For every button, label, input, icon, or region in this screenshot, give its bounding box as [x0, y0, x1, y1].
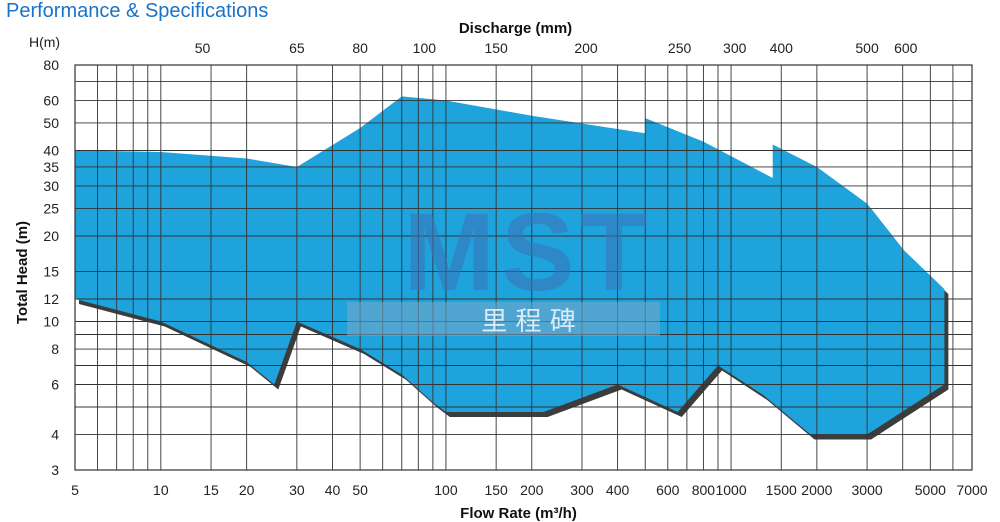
- y-tick-label: 20: [43, 228, 59, 244]
- x-tick-label: 100: [434, 482, 458, 498]
- watermark-text: MST: [403, 191, 653, 314]
- x-tick-label: 40: [325, 482, 341, 498]
- discharge-tick-label: 50: [195, 40, 211, 56]
- x-tick-label: 50: [352, 482, 368, 498]
- y-tick-label: 8: [51, 341, 59, 357]
- y-tick-label: 80: [43, 57, 59, 73]
- x-tick-label: 1500: [766, 482, 797, 498]
- performance-area: [75, 96, 945, 435]
- y-tick-label: 25: [43, 200, 59, 216]
- x-tick-label: 15: [203, 482, 219, 498]
- x-tick-label: 7000: [956, 482, 987, 498]
- performance-area-layer: [75, 96, 945, 435]
- discharge-tick-label: 80: [352, 40, 368, 56]
- x-tick-label: 2000: [801, 482, 832, 498]
- discharge-tick-label: 600: [894, 40, 918, 56]
- y-axis-title: Total Head (m): [14, 221, 31, 324]
- discharge-tick-labels: 50 65 80 100 150 200 250 300 400 500 600: [195, 40, 918, 56]
- discharge-tick-label: 100: [413, 40, 437, 56]
- y-tick-label: 15: [43, 263, 59, 279]
- x-tick-label: 10: [153, 482, 169, 498]
- discharge-tick-label: 500: [855, 40, 879, 56]
- x-tick-label: 800: [692, 482, 716, 498]
- y-tick-label: 35: [43, 159, 59, 175]
- discharge-tick-label: 65: [289, 40, 305, 56]
- x-tick-labels: 5 10 15 20 30 40 50 100 150 200 300 400 600 800 1000 15…: [71, 482, 988, 498]
- x-tick-label: 400: [606, 482, 630, 498]
- discharge-tick-label: 200: [574, 40, 598, 56]
- y-tick-label: 50: [43, 115, 59, 131]
- x-tick-label: 300: [570, 482, 594, 498]
- plot-frame: [74, 64, 973, 471]
- watermark-band: [347, 302, 660, 336]
- x-tick-label: 5000: [915, 482, 946, 498]
- x-tick-label: 1000: [715, 482, 746, 498]
- x-tick-label: 150: [484, 482, 508, 498]
- x-tick-label: 3000: [852, 482, 883, 498]
- y-unit-label: H(m): [29, 34, 60, 50]
- y-tick-label: 3: [51, 462, 59, 478]
- y-tick-label: 30: [43, 178, 59, 194]
- y-tick-label: 12: [43, 291, 59, 307]
- x-tick-label: 30: [289, 482, 305, 498]
- discharge-tick-label: 250: [668, 40, 692, 56]
- x-tick-label: 5: [71, 482, 79, 498]
- watermark-subtext: 里 程 碑: [481, 307, 576, 337]
- x-axis-title: Flow Rate (m³/h): [460, 505, 577, 522]
- y-tick-label: 40: [43, 142, 59, 158]
- y-tick-label: 60: [43, 92, 59, 108]
- y-tick-label: 6: [51, 377, 59, 393]
- x-tick-label: 200: [520, 482, 544, 498]
- x-tick-label: 600: [656, 482, 680, 498]
- y-tick-label: 10: [43, 313, 59, 329]
- page-title: Performance & Specifications: [6, 0, 269, 22]
- discharge-tick-label: 150: [484, 40, 508, 56]
- discharge-tick-label: 300: [723, 40, 747, 56]
- top-axis-title: Discharge (mm): [459, 20, 572, 37]
- x-tick-label: 20: [239, 482, 255, 498]
- discharge-tick-label: 400: [770, 40, 794, 56]
- y-tick-label: 4: [51, 427, 59, 443]
